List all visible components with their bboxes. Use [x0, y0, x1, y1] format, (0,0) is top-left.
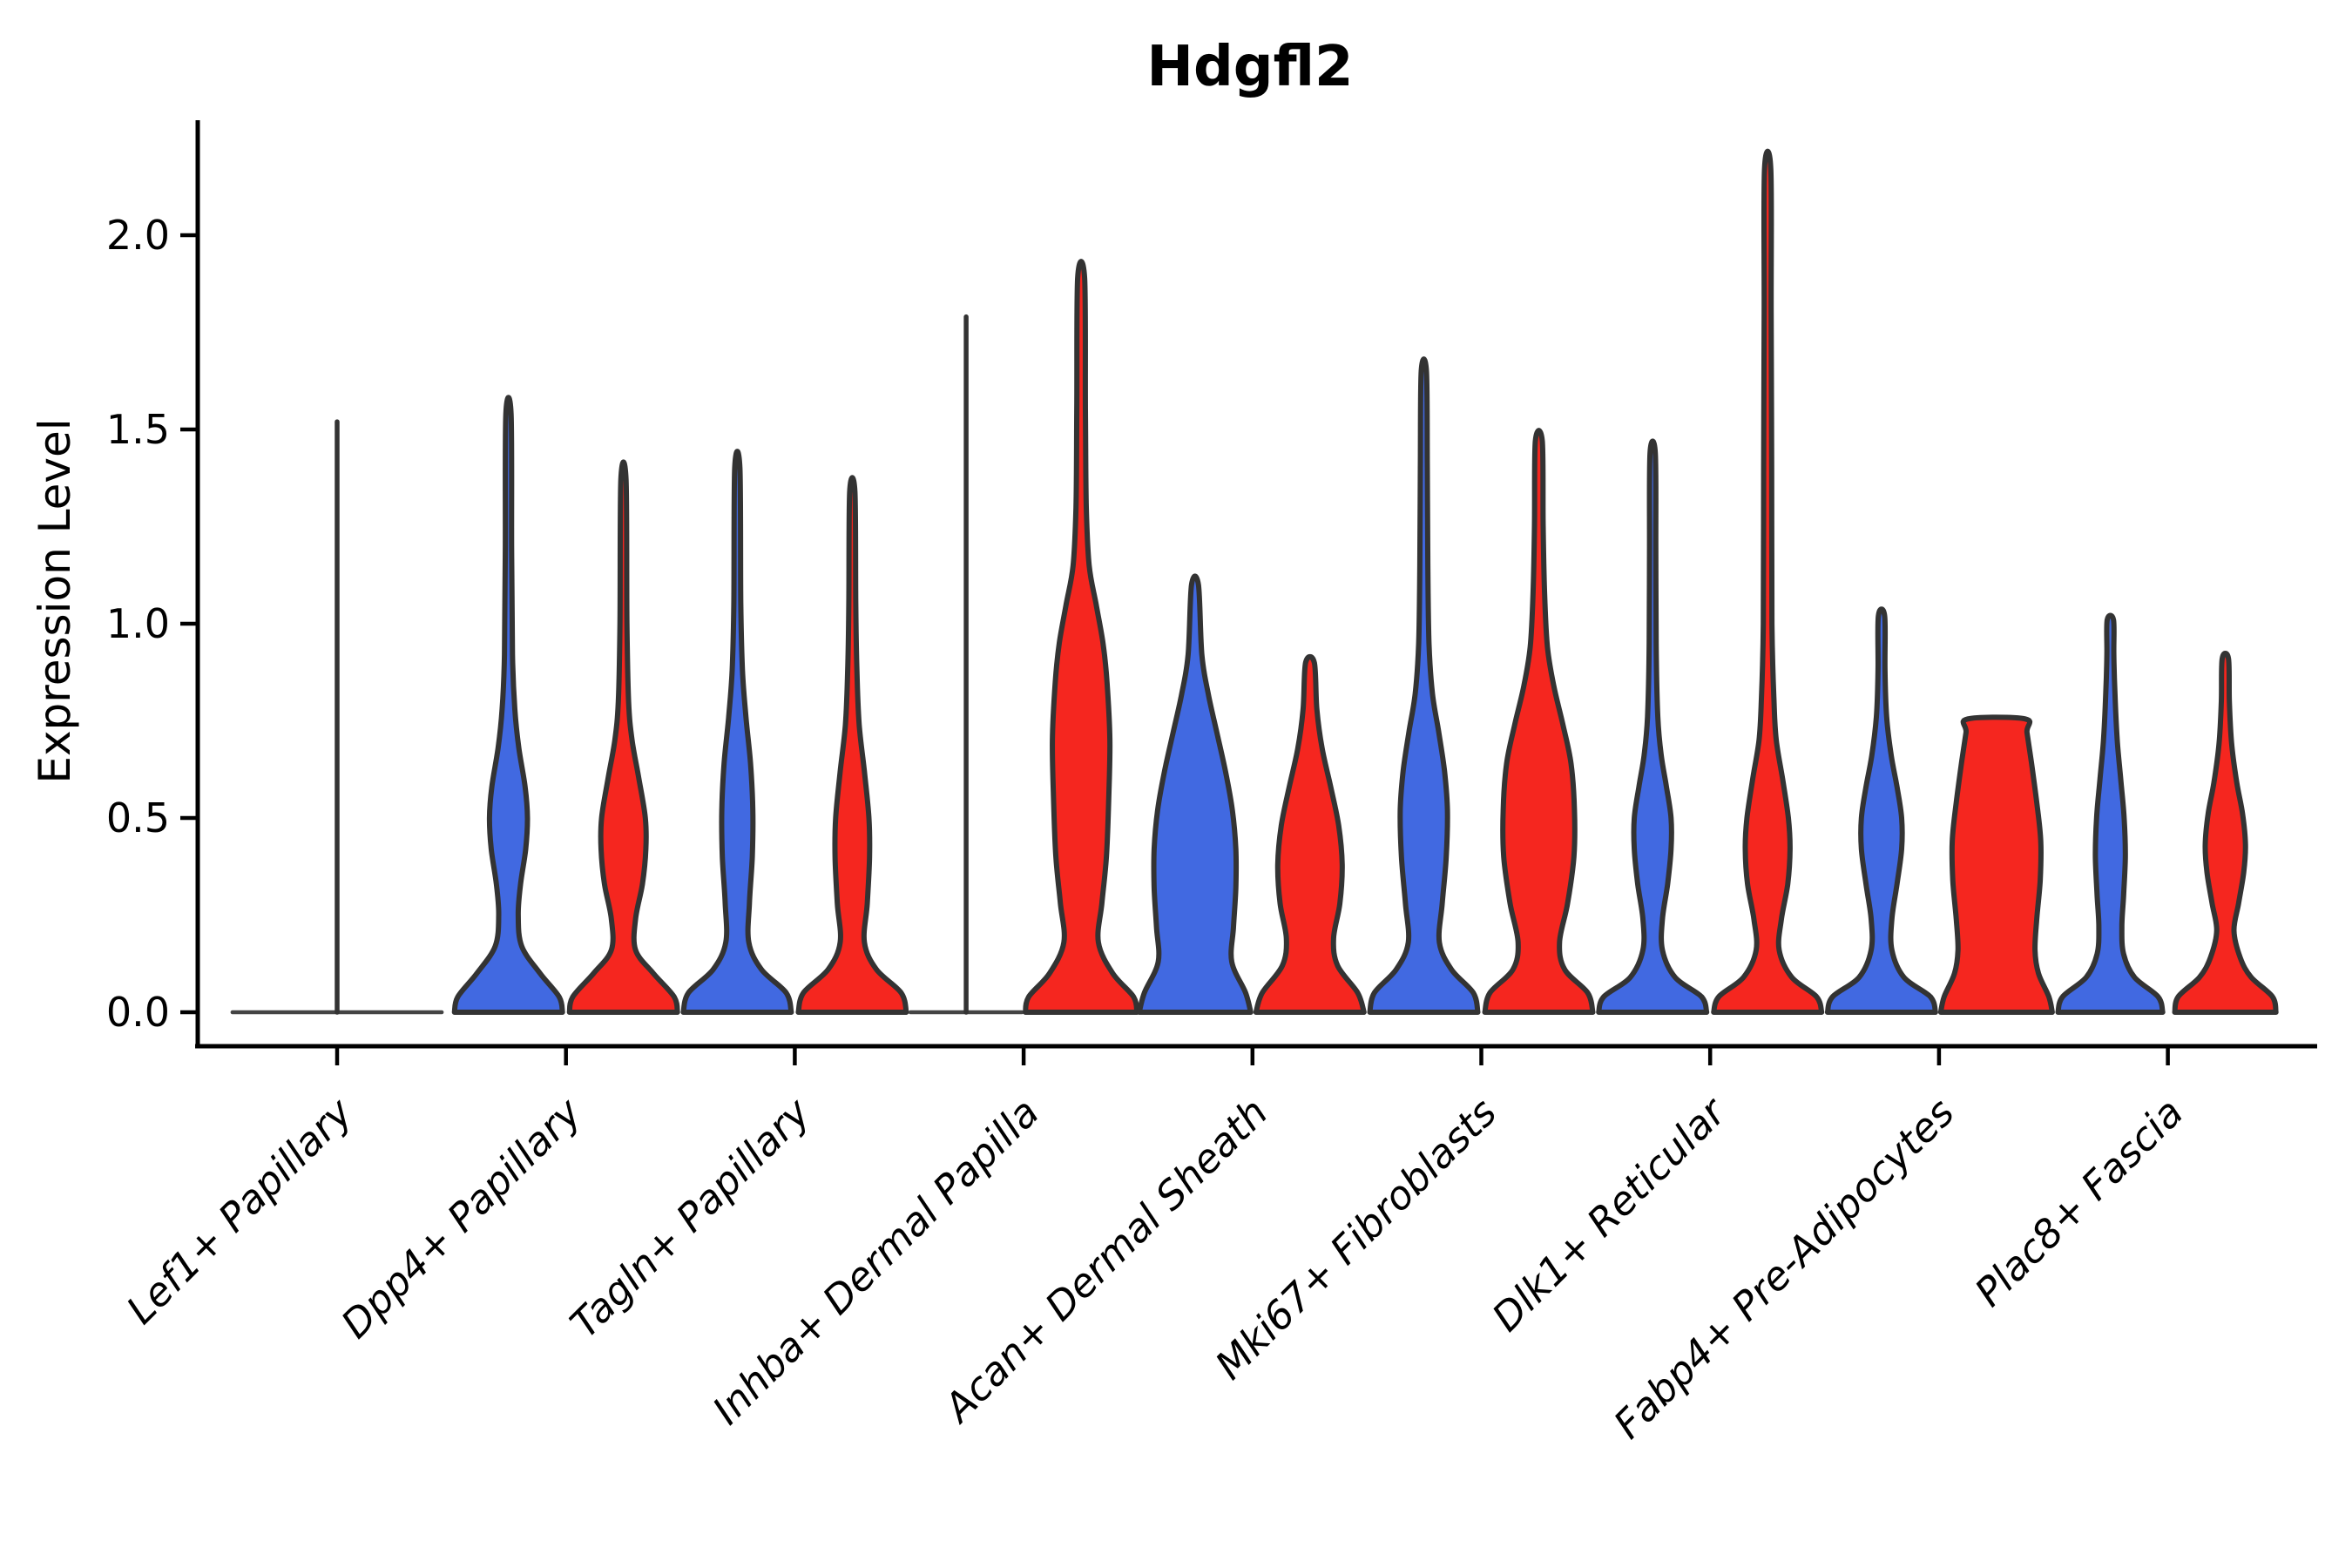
y-tick-label: 1.5	[106, 406, 170, 453]
chart-title: Hdgfl2	[1146, 35, 1353, 99]
violin-red	[1253, 654, 1367, 1015]
y-tick-label: 1.0	[106, 600, 170, 647]
violin-blue	[1136, 573, 1254, 1015]
x-tick-label: Plac8+ Fascia	[1966, 1089, 2193, 1315]
y-tick-label: 2.0	[106, 212, 170, 259]
x-tick-label: Lef1+ Papillary	[118, 1088, 362, 1333]
violin-red	[2172, 651, 2279, 1015]
violin-red	[1023, 259, 1140, 1015]
x-tick-label: Dlk1+ Reticular	[1484, 1088, 1736, 1341]
violin-blue	[1824, 606, 1938, 1015]
violin-red	[1482, 428, 1596, 1015]
x-tick-label: Dpp4+ Papillary	[332, 1088, 591, 1347]
violin-red	[566, 459, 680, 1015]
violin-blue	[1367, 356, 1481, 1015]
violin-red	[1711, 148, 1825, 1015]
violin-blue	[680, 449, 794, 1015]
x-tick-label: Tagln+ Papillary	[561, 1088, 820, 1347]
y-tick-label: 0.5	[106, 794, 170, 841]
y-axis-label: Expression Level	[30, 418, 80, 783]
violin-blue	[1596, 438, 1710, 1015]
violin-blue	[451, 395, 565, 1015]
violin-blue	[2055, 612, 2166, 1015]
violin-red	[795, 475, 909, 1015]
y-tick-label: 0.0	[106, 989, 170, 1036]
violin-red	[1937, 714, 2055, 1015]
